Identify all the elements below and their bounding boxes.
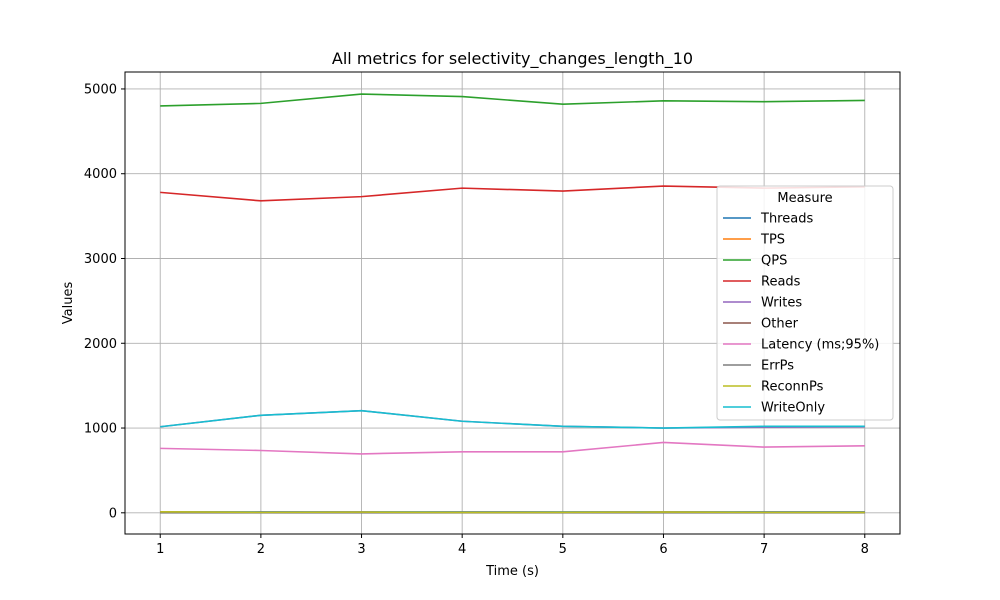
y-tick-label: 1000 — [84, 422, 117, 437]
x-axis-label: Time (s) — [485, 564, 539, 579]
legend-entry-errps: ErrPs — [761, 359, 794, 374]
legend-entry-writeonly: WriteOnly — [761, 401, 825, 416]
legend-entry-reconnps: ReconnPs — [761, 380, 824, 395]
legend-entry-tps: TPS — [760, 233, 785, 248]
x-tick-label: 3 — [357, 542, 365, 557]
x-tick-label: 5 — [559, 542, 567, 557]
series-line-reconnps — [160, 510, 865, 514]
x-axis: 1 2 3 4 5 6 7 8 — [156, 534, 869, 557]
legend-entry-qps: QPS — [761, 254, 787, 269]
grid — [125, 72, 900, 534]
x-tick-label: 1 — [156, 542, 164, 557]
legend-entry-writes: Writes — [761, 296, 802, 311]
y-tick-label: 2000 — [84, 337, 117, 352]
y-tick-label: 0 — [109, 506, 117, 521]
series-layer — [160, 93, 865, 514]
legend-box — [716, 185, 894, 421]
x-tick-label: 7 — [760, 542, 768, 557]
legend-title: Measure — [777, 191, 832, 206]
legend-entry-reads: Reads — [761, 275, 801, 290]
x-tick-label: 6 — [659, 542, 667, 557]
series-line-latency-ms-95 — [160, 441, 865, 455]
legend-entry-threads: Threads — [760, 212, 813, 227]
y-tick-label: 5000 — [84, 82, 117, 97]
legend-entry-latency-ms-95: Latency (ms;95%) — [761, 338, 879, 353]
legend: Measure Threads TPS QPS Reads Writes Other Lat… — [716, 185, 894, 421]
y-tick-label: 3000 — [84, 252, 117, 267]
plot-frame — [124, 71, 901, 535]
series-line-writeonly — [160, 409, 865, 429]
legend-entry-other: Other — [761, 317, 799, 332]
x-tick-label: 2 — [257, 542, 265, 557]
x-tick-label: 4 — [458, 542, 466, 557]
y-axis-label: Values — [61, 282, 76, 325]
series-line-qps — [160, 93, 865, 107]
x-tick-label: 8 — [861, 542, 869, 557]
chart-title: All metrics for selectivity_changes_leng… — [332, 49, 693, 69]
y-tick-label: 4000 — [84, 167, 117, 182]
y-axis: 0 1000 2000 3000 4000 5000 — [84, 82, 125, 521]
